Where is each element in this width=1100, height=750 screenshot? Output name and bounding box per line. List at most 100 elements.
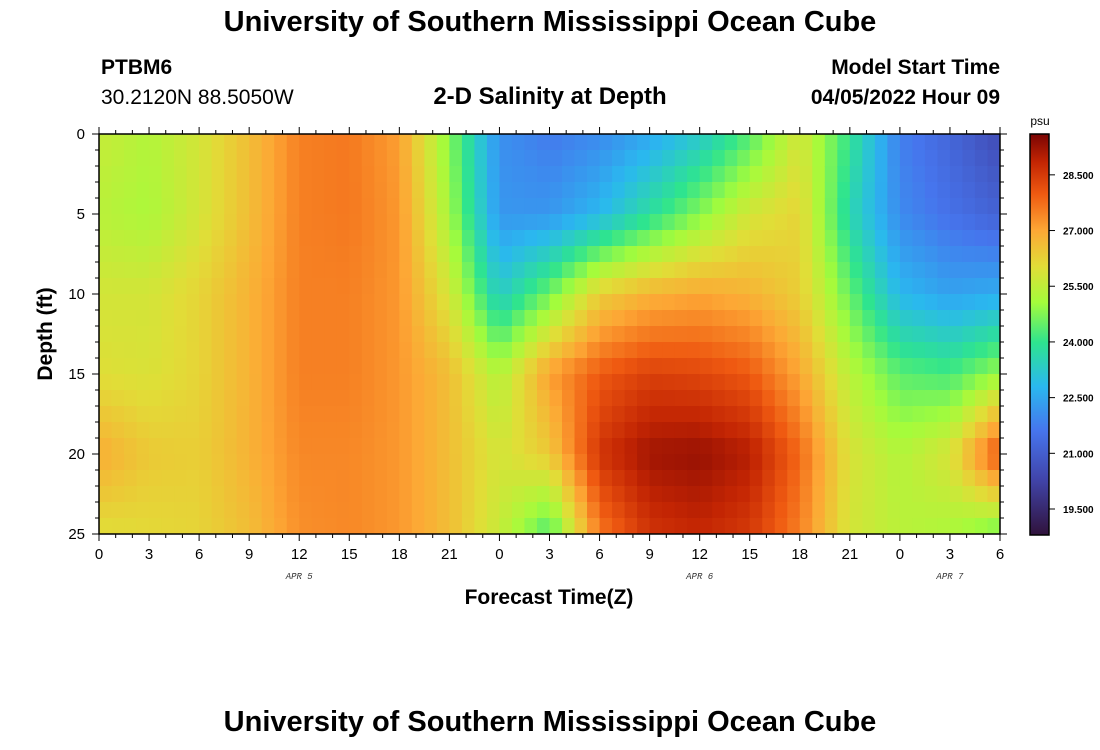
heatmap-cell bbox=[599, 358, 613, 375]
heatmap-cell bbox=[524, 262, 538, 279]
heatmap-cell bbox=[612, 230, 626, 247]
heatmap-cell bbox=[274, 422, 288, 439]
heatmap-cell bbox=[511, 342, 526, 359]
heatmap-cell bbox=[274, 454, 288, 471]
heatmap-cell bbox=[511, 470, 526, 487]
heatmap-cell bbox=[461, 518, 476, 534]
heatmap-cell bbox=[712, 134, 726, 151]
heatmap-cell bbox=[161, 342, 175, 359]
heatmap-cell bbox=[724, 470, 738, 487]
heatmap-cell bbox=[161, 358, 175, 375]
heatmap-cell bbox=[762, 262, 776, 279]
heatmap-cell bbox=[924, 198, 939, 215]
heatmap-cell bbox=[111, 198, 125, 215]
heatmap-cell bbox=[474, 150, 488, 167]
heatmap-cell bbox=[136, 214, 150, 231]
heatmap-cell bbox=[511, 134, 526, 151]
heatmap-cell bbox=[524, 486, 538, 503]
heatmap-cell bbox=[974, 342, 989, 359]
heatmap-cell bbox=[274, 214, 288, 231]
heatmap-cell bbox=[361, 454, 375, 471]
heatmap-cell bbox=[174, 518, 188, 534]
heatmap-cell bbox=[749, 262, 763, 279]
heatmap-cell bbox=[286, 214, 300, 231]
heatmap-cell bbox=[411, 278, 425, 295]
heatmap-cell bbox=[837, 422, 851, 439]
heatmap-cell bbox=[924, 278, 939, 295]
heatmap-cell bbox=[199, 326, 213, 343]
heatmap-cell bbox=[774, 518, 788, 534]
heatmap-cell bbox=[536, 390, 551, 407]
heatmap-cell bbox=[324, 326, 338, 343]
x-tick-label: 12 bbox=[291, 546, 308, 563]
heatmap-cell bbox=[887, 246, 901, 263]
heatmap-cell bbox=[524, 134, 538, 151]
heatmap-cell bbox=[299, 214, 313, 231]
heatmap-cell bbox=[449, 390, 463, 407]
heatmap-cell bbox=[199, 342, 213, 359]
heatmap-cell bbox=[511, 198, 526, 215]
heatmap-cell bbox=[774, 182, 788, 199]
heatmap-cell bbox=[136, 342, 150, 359]
heatmap-cell bbox=[974, 326, 989, 343]
heatmap-cell bbox=[774, 278, 788, 295]
heatmap-cell bbox=[637, 166, 651, 183]
heatmap-cell bbox=[724, 198, 738, 215]
heatmap-cell bbox=[211, 470, 225, 487]
heatmap-cell bbox=[887, 422, 901, 439]
heatmap-cell bbox=[837, 342, 851, 359]
heatmap-cell bbox=[511, 278, 526, 295]
heatmap-cell bbox=[99, 374, 113, 391]
heatmap-cell bbox=[136, 166, 150, 183]
colorbar-tick-label: 27.000 bbox=[1063, 227, 1094, 238]
heatmap-cell bbox=[662, 182, 676, 199]
heatmap-cell bbox=[386, 326, 400, 343]
heatmap-cell bbox=[186, 358, 200, 375]
heatmap-cell bbox=[111, 182, 125, 199]
heatmap-cell bbox=[111, 278, 125, 295]
heatmap-cell bbox=[737, 278, 751, 295]
heatmap-cell bbox=[987, 326, 1000, 343]
heatmap-cell bbox=[236, 470, 250, 487]
heatmap-cell bbox=[186, 278, 200, 295]
heatmap-cell bbox=[799, 278, 813, 295]
heatmap-cell bbox=[662, 310, 676, 327]
heatmap-cell bbox=[912, 454, 926, 471]
heatmap-cell bbox=[937, 470, 951, 487]
heatmap-cell bbox=[536, 278, 551, 295]
heatmap-cell bbox=[186, 438, 200, 455]
heatmap-cell bbox=[699, 358, 713, 375]
heatmap-cell bbox=[149, 374, 163, 391]
heatmap-cell bbox=[662, 246, 676, 263]
heatmap-cell bbox=[899, 214, 913, 231]
heatmap-cell bbox=[236, 198, 250, 215]
heatmap-cell bbox=[562, 390, 576, 407]
heatmap-cell bbox=[349, 278, 363, 295]
heatmap-cell bbox=[799, 374, 813, 391]
heatmap-cell bbox=[261, 278, 275, 295]
heatmap-cell bbox=[649, 390, 663, 407]
heatmap-cell bbox=[224, 438, 238, 455]
heatmap-cell bbox=[574, 358, 588, 375]
heatmap-cell bbox=[724, 358, 738, 375]
heatmap-cell bbox=[699, 422, 713, 439]
heatmap-cell bbox=[499, 358, 513, 375]
heatmap-cell bbox=[762, 230, 776, 247]
heatmap-cell bbox=[386, 214, 400, 231]
heatmap-cell bbox=[249, 262, 263, 279]
heatmap-cell bbox=[762, 374, 776, 391]
heatmap-cell bbox=[211, 134, 225, 151]
heatmap-cell bbox=[249, 198, 263, 215]
heatmap-cell bbox=[499, 486, 513, 503]
heatmap-cell bbox=[499, 230, 513, 247]
heatmap-cell bbox=[249, 342, 263, 359]
heatmap-cell bbox=[724, 326, 738, 343]
heatmap-cell bbox=[261, 214, 275, 231]
heatmap-cell bbox=[436, 230, 450, 247]
heatmap-cell bbox=[674, 438, 688, 455]
heatmap-cell bbox=[124, 150, 138, 167]
heatmap-cell bbox=[99, 422, 113, 439]
heatmap-cell bbox=[361, 294, 375, 311]
heatmap-cell bbox=[737, 438, 751, 455]
heatmap-cell bbox=[599, 502, 613, 519]
